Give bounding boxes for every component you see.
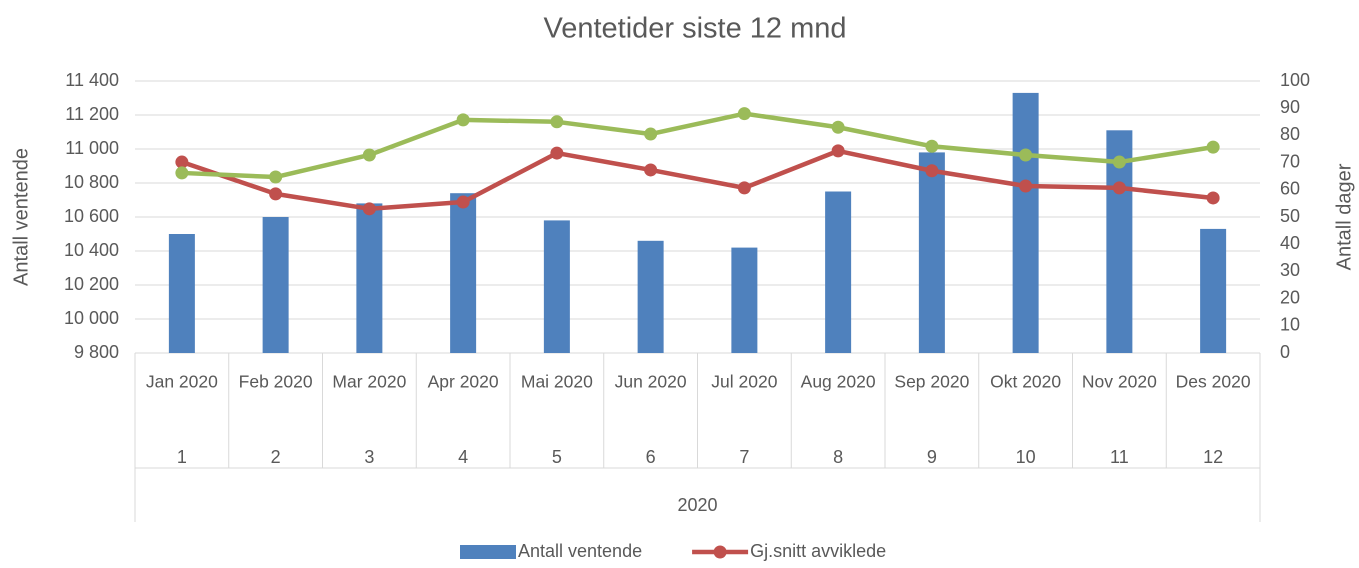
x-tick-number: 11	[1110, 447, 1129, 467]
legend-swatch	[460, 545, 516, 559]
bar	[450, 193, 477, 353]
legend-label: Antall ventende	[518, 541, 642, 561]
x-tick-number: 6	[646, 447, 656, 467]
y-tick-label: 10 200	[64, 274, 119, 294]
y-axis-label: Antall ventende	[10, 148, 32, 286]
y-tick-label: 11 400	[65, 70, 119, 90]
y2-tick-label: 80	[1280, 124, 1300, 144]
bar	[262, 217, 289, 353]
y2-tick-label: 60	[1280, 179, 1300, 199]
y2-tick-label: 10	[1280, 315, 1300, 335]
x-tick-label: Mar 2020	[332, 372, 406, 392]
bar	[168, 234, 195, 353]
bar	[825, 191, 852, 353]
x-tick-label: Apr 2020	[428, 372, 499, 392]
line	[181, 148, 1214, 212]
x-tick-label: Sep 2020	[894, 372, 969, 392]
y2-tick-label: 90	[1280, 97, 1300, 117]
bar	[637, 240, 664, 353]
line-marker	[362, 202, 376, 216]
line-marker	[737, 181, 751, 195]
y2-tick-label: 30	[1280, 260, 1300, 280]
y-tick-label: 9 800	[74, 342, 119, 362]
chart-title: Ventetider siste 12 mnd	[543, 13, 846, 45]
y-tick-label: 11 000	[65, 138, 119, 158]
legend-swatch-marker	[713, 545, 727, 559]
bar	[1200, 228, 1227, 353]
x-tick-label: Okt 2020	[990, 372, 1061, 392]
x-tick-number: 5	[552, 447, 562, 467]
line-marker	[269, 187, 283, 201]
y2-tick-label: 70	[1280, 151, 1300, 171]
y-tick-label: 10 600	[64, 206, 119, 226]
x-tick-number: 3	[364, 447, 374, 467]
line-marker	[456, 195, 470, 209]
legend-label: Gj.snitt avviklede	[750, 541, 886, 561]
line-marker	[550, 115, 564, 129]
x-tick-label: Jun 2020	[615, 372, 687, 392]
y2-tick-label: 0	[1280, 342, 1290, 362]
x-tick-label: Nov 2020	[1082, 372, 1157, 392]
bar	[1012, 92, 1039, 354]
x-tick-number: 7	[739, 447, 749, 467]
x-tick-label: Jan 2020	[146, 372, 218, 392]
x-tick-number: 10	[1016, 447, 1036, 467]
line-marker	[831, 144, 845, 158]
y2-tick-label: 20	[1280, 287, 1300, 307]
line-marker	[737, 107, 751, 121]
x-tick-number: 8	[833, 447, 843, 467]
y-tick-label: 11 200	[65, 104, 119, 124]
line-marker	[362, 148, 376, 162]
y-tick-label: 10 800	[64, 172, 119, 192]
x-tick-number: 2	[271, 447, 281, 467]
line	[181, 111, 1214, 180]
line-marker	[925, 164, 939, 178]
y2-tick-label: 100	[1280, 70, 1310, 90]
bar	[543, 220, 570, 353]
line-marker	[1019, 179, 1033, 193]
line-marker	[175, 166, 189, 180]
line-marker	[644, 163, 658, 177]
y-tick-label: 10 400	[64, 240, 119, 260]
x-tick-label: Aug 2020	[801, 372, 876, 392]
line-marker	[269, 170, 283, 184]
x-tick-label: Mai 2020	[521, 372, 593, 392]
y2-axis-label: Antall dager	[1333, 163, 1355, 270]
x-tick-label: Des 2020	[1176, 372, 1251, 392]
x-tick-label: Feb 2020	[239, 372, 313, 392]
x-tick-label: Jul 2020	[711, 372, 777, 392]
line-marker	[550, 146, 564, 160]
line-marker	[1019, 148, 1033, 162]
y2-tick-label: 40	[1280, 233, 1300, 253]
line-marker	[1112, 155, 1126, 169]
line-marker	[1206, 191, 1220, 205]
x-tick-number: 12	[1203, 447, 1223, 467]
bar	[731, 247, 758, 353]
y2-tick-label: 50	[1280, 206, 1300, 226]
x-group-label: 2020	[677, 495, 717, 515]
line-marker	[456, 113, 470, 127]
bar	[918, 152, 945, 353]
line-marker	[1112, 181, 1126, 195]
y-tick-label: 10 000	[64, 308, 119, 328]
line-marker	[175, 155, 189, 169]
line-marker	[1206, 140, 1220, 154]
line-marker	[831, 120, 845, 134]
line-marker	[644, 127, 658, 141]
x-tick-number: 4	[458, 447, 468, 467]
line-marker	[925, 139, 939, 153]
x-tick-number: 1	[177, 447, 187, 467]
x-tick-number: 9	[927, 447, 937, 467]
bar	[356, 203, 383, 353]
